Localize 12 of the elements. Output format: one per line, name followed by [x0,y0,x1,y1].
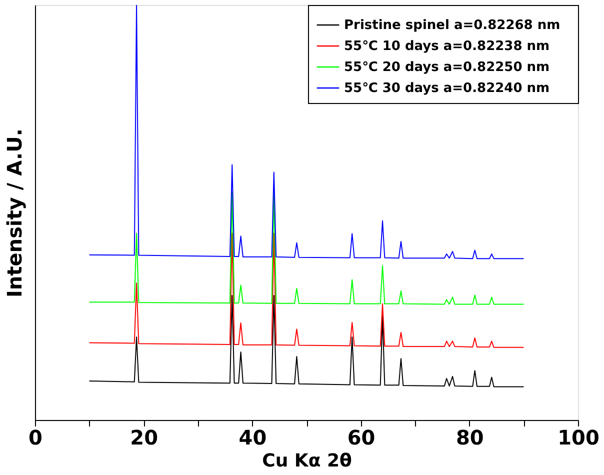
x-tick-label: 20 [130,426,158,450]
x-tick-label: 80 [456,426,484,450]
legend-label: 55℃ 20 days a=0.82250 nm [344,60,550,75]
x-tick-label: 100 [558,426,600,450]
legend-label: Pristine spinel a=0.82268 nm [344,18,560,33]
x-tick-label: 0 [28,426,42,450]
legend-label: 55℃ 10 days a=0.82238 nm [344,39,550,54]
x-tick-label: 60 [347,426,376,450]
y-axis-title: Intensity / A.U. [2,128,26,298]
x-axis-title: Cu Kα 2θ [262,450,352,472]
legend-label: 55℃ 30 days a=0.82240 nm [344,81,550,96]
x-tick-label: 40 [238,426,267,450]
